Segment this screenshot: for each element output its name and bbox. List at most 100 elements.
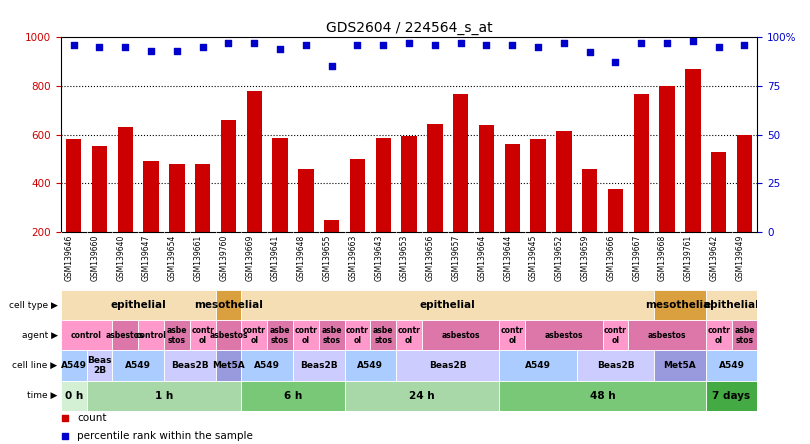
- Bar: [577, 350, 654, 381]
- Point: [661, 39, 674, 46]
- Text: epithelial: epithelial: [110, 300, 166, 310]
- Point: [505, 41, 518, 48]
- Text: contr
ol: contr ol: [398, 325, 420, 345]
- Text: cell type ▶: cell type ▶: [9, 301, 58, 309]
- Text: GSM139641: GSM139641: [271, 235, 280, 281]
- Bar: [324, 220, 339, 281]
- Point: [93, 43, 106, 50]
- Bar: [711, 152, 727, 281]
- Text: asbe
stos: asbe stos: [734, 325, 755, 345]
- Bar: [531, 139, 546, 281]
- Bar: [61, 320, 113, 350]
- Text: contr
ol: contr ol: [604, 325, 627, 345]
- Bar: [66, 139, 81, 281]
- Point: [403, 39, 416, 46]
- Text: contr
ol: contr ol: [243, 325, 266, 345]
- Bar: [685, 69, 701, 281]
- Text: GSM139657: GSM139657: [452, 235, 461, 281]
- Text: GSM139669: GSM139669: [245, 235, 254, 281]
- Bar: [344, 350, 396, 381]
- Text: agent ▶: agent ▶: [22, 331, 58, 340]
- Bar: [319, 320, 344, 350]
- Bar: [87, 350, 113, 381]
- Bar: [220, 120, 237, 281]
- Bar: [654, 290, 706, 320]
- Text: 0 h: 0 h: [65, 391, 83, 400]
- Text: A549: A549: [126, 361, 151, 370]
- Bar: [427, 123, 442, 281]
- Text: 6 h: 6 h: [284, 391, 302, 400]
- Point: [686, 37, 699, 44]
- Point: [583, 49, 596, 56]
- Text: GSM139648: GSM139648: [296, 235, 306, 281]
- Text: contr
ol: contr ol: [191, 325, 214, 345]
- Text: GSM139660: GSM139660: [91, 235, 100, 281]
- Text: count: count: [77, 413, 106, 424]
- Bar: [143, 162, 159, 281]
- Text: GDS2604 / 224564_s_at: GDS2604 / 224564_s_at: [326, 21, 492, 35]
- Point: [293, 366, 306, 373]
- Bar: [241, 350, 293, 381]
- Text: A549: A549: [61, 361, 87, 370]
- Point: [428, 41, 441, 48]
- Text: GSM139664: GSM139664: [477, 235, 487, 281]
- Bar: [139, 320, 164, 350]
- Point: [300, 41, 313, 48]
- Bar: [654, 350, 706, 381]
- Bar: [87, 381, 241, 411]
- Bar: [706, 350, 757, 381]
- Bar: [659, 86, 675, 281]
- Text: GSM139661: GSM139661: [194, 235, 202, 281]
- Bar: [113, 320, 139, 350]
- Text: GSM139655: GSM139655: [322, 235, 331, 281]
- Text: GSM139659: GSM139659: [581, 235, 590, 281]
- Point: [274, 45, 287, 52]
- Bar: [241, 320, 267, 350]
- Text: Met5A: Met5A: [663, 361, 697, 370]
- Bar: [499, 350, 577, 381]
- Point: [222, 39, 235, 46]
- Bar: [706, 381, 757, 411]
- Bar: [164, 350, 215, 381]
- Text: 48 h: 48 h: [590, 391, 616, 400]
- Bar: [113, 350, 164, 381]
- Text: mesothelial: mesothelial: [194, 300, 263, 310]
- Text: control: control: [135, 331, 167, 340]
- Text: percentile rank within the sample: percentile rank within the sample: [77, 431, 253, 440]
- Bar: [61, 350, 87, 381]
- Text: contr
ol: contr ol: [346, 325, 369, 345]
- Point: [293, 211, 306, 218]
- Bar: [453, 94, 468, 281]
- Bar: [344, 381, 499, 411]
- Text: GSM139640: GSM139640: [117, 235, 126, 281]
- Bar: [422, 320, 499, 350]
- Point: [712, 43, 725, 50]
- Text: A549: A549: [718, 361, 744, 370]
- Text: asbe
stos: asbe stos: [270, 325, 290, 345]
- Bar: [370, 320, 396, 350]
- Text: contr
ol: contr ol: [501, 325, 524, 345]
- Text: Beas
2B: Beas 2B: [87, 356, 112, 375]
- Bar: [246, 91, 262, 281]
- Bar: [706, 290, 757, 320]
- Point: [119, 43, 132, 50]
- Text: mesothelial: mesothelial: [646, 300, 714, 310]
- Point: [557, 39, 570, 46]
- Point: [454, 39, 467, 46]
- Text: contr
ol: contr ol: [707, 325, 730, 345]
- Bar: [169, 164, 185, 281]
- Text: 24 h: 24 h: [409, 391, 435, 400]
- Text: cell line ▶: cell line ▶: [12, 361, 58, 370]
- Text: GSM139667: GSM139667: [633, 235, 642, 281]
- Bar: [603, 320, 629, 350]
- Point: [738, 41, 751, 48]
- Text: asbestos: asbestos: [648, 331, 686, 340]
- Bar: [706, 320, 731, 350]
- Bar: [396, 350, 499, 381]
- Text: asbe
stos: asbe stos: [373, 325, 394, 345]
- Bar: [505, 144, 520, 281]
- Text: asbestos: asbestos: [441, 331, 480, 340]
- Bar: [525, 320, 603, 350]
- Bar: [499, 381, 706, 411]
- Bar: [272, 138, 288, 281]
